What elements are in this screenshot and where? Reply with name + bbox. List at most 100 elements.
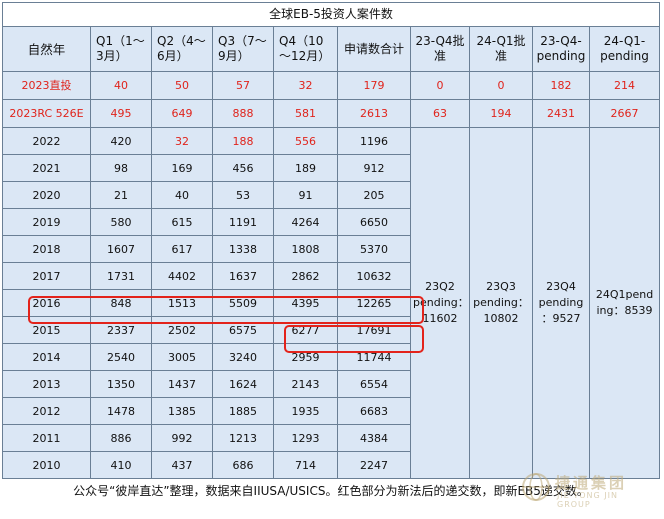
- cell-q4: 1293: [273, 424, 338, 452]
- merged-line: 11602: [422, 312, 458, 325]
- cell-q1: 1731: [90, 262, 152, 290]
- header-24q1-approved: 24-Q1批准: [469, 26, 533, 72]
- table-title: 全球EB-5投资人案件数: [1, 2, 661, 27]
- cell-q4: 1808: [273, 235, 338, 263]
- cell-q1: 410: [90, 451, 152, 479]
- row-year: 2010: [2, 451, 91, 479]
- cell-q2: 3005: [151, 343, 213, 371]
- row-year: 2016: [2, 289, 91, 317]
- table-row: 2019 580 615 1191 4264 6650: [2, 208, 660, 236]
- cell-q2: 4402: [151, 262, 213, 290]
- header-total: 申请数合计: [337, 26, 411, 72]
- table-row: 2015 2337 2502 6575 6277 17691: [2, 316, 660, 344]
- cell-q3: 3240: [212, 343, 274, 371]
- cell-q1: 21: [90, 181, 152, 209]
- cell-q3: 888: [212, 99, 274, 128]
- header-q4: Q4（10～12月）: [273, 26, 338, 72]
- cell-24q1-pending: 2667: [588, 99, 661, 128]
- cell-24q1-approved: 0: [469, 71, 533, 100]
- cell-total: 17691: [337, 316, 411, 344]
- row-label: 2023直投: [2, 71, 91, 100]
- merged-23q4-pending: 23Q4 pending ：9527: [532, 127, 590, 479]
- merged-24q1-pending: 24Q1pend ing：8539: [588, 127, 661, 479]
- table-row: 2018 1607 617 1338 1808 5370: [2, 235, 660, 263]
- row-year: 2013: [2, 370, 91, 398]
- merged-line: ：9527: [541, 312, 581, 325]
- cell-total: 6554: [337, 370, 411, 398]
- cell-23q4-approved: 63: [410, 99, 470, 128]
- table-row: 2023直投 40 50 57 32 179 0 0 182 214: [2, 71, 661, 100]
- cell-q4: 714: [273, 451, 338, 479]
- merged-line: pending: [538, 296, 584, 309]
- cell-q1: 98: [90, 154, 152, 182]
- cell-q1: 40: [90, 71, 152, 100]
- row-label: 2023RC 526E: [2, 99, 91, 128]
- merged-line: 23Q4: [546, 280, 576, 293]
- merged-line: pending：: [473, 296, 529, 309]
- row-year: 2018: [2, 235, 91, 263]
- cell-total: 205: [337, 181, 411, 209]
- cell-q3: 57: [212, 71, 274, 100]
- table-row: 2013 1350 1437 1624 2143 6554: [2, 370, 660, 398]
- row-year: 2017: [2, 262, 91, 290]
- merged-line: 23Q2: [425, 280, 455, 293]
- cell-q2: 1513: [151, 289, 213, 317]
- cell-23q4-pending: 2431: [532, 99, 590, 128]
- cell-23q4-pending: 182: [532, 71, 590, 100]
- row-year: 2012: [2, 397, 91, 425]
- cell-q2: 617: [151, 235, 213, 263]
- cell-q3: 5509: [212, 289, 274, 317]
- cell-q4: 581: [273, 99, 338, 128]
- row-year: 2014: [2, 343, 91, 371]
- cell-q1: 886: [90, 424, 152, 452]
- cell-q2: 1437: [151, 370, 213, 398]
- table-row: 2017 1731 4402 1637 2862 10632: [2, 262, 660, 290]
- eb5-data-table: 全球EB-5投资人案件数 自然年 Q1（1～3月） Q2（4～6月） Q3（7～…: [1, 2, 661, 503]
- cell-q3: 1637: [212, 262, 274, 290]
- cell-total: 912: [337, 154, 411, 182]
- cell-q4: 556: [273, 127, 338, 155]
- cell-q2: 1385: [151, 397, 213, 425]
- cell-q4: 4395: [273, 289, 338, 317]
- cell-q3: 1885: [212, 397, 274, 425]
- merged-line: 24Q1pend: [595, 288, 654, 301]
- cell-total: 6650: [337, 208, 411, 236]
- row-year: 2021: [2, 154, 91, 182]
- cell-q3: 1191: [212, 208, 274, 236]
- row-year: 2019: [2, 208, 91, 236]
- cell-q4: 2862: [273, 262, 338, 290]
- header-23q4-pending: 23-Q4-pending: [532, 26, 590, 72]
- merged-23q3-pending: 23Q3 pending： 10802: [469, 127, 533, 479]
- cell-q3: 1213: [212, 424, 274, 452]
- cell-total: 179: [337, 71, 411, 100]
- cell-q3: 1338: [212, 235, 274, 263]
- cell-q1: 420: [90, 127, 152, 155]
- header-q3: Q3（7～9月）: [212, 26, 274, 72]
- header-24q1-pending: 24-Q1-pending: [588, 26, 661, 72]
- cell-q2: 615: [151, 208, 213, 236]
- cell-q4: 2143: [273, 370, 338, 398]
- merged-line: 23Q3: [486, 280, 516, 293]
- cell-total: 6683: [337, 397, 411, 425]
- header-23q4-approved: 23-Q4批准: [410, 26, 470, 72]
- cell-total: 1196: [337, 127, 411, 155]
- cell-q1: 2540: [90, 343, 152, 371]
- row-year: 2022: [2, 127, 91, 155]
- cell-total: 11744: [337, 343, 411, 371]
- row-year: 2011: [2, 424, 91, 452]
- cell-q3: 53: [212, 181, 274, 209]
- merged-line: pending：: [413, 296, 469, 309]
- cell-q1: 495: [90, 99, 152, 128]
- header-q2: Q2（4～6月）: [151, 26, 213, 72]
- cell-q1: 580: [90, 208, 152, 236]
- row-year: 2015: [2, 316, 91, 344]
- merged-23q2-pending: 23Q2 pending： 11602: [410, 127, 470, 479]
- cell-q2: 32: [151, 127, 213, 155]
- table-row: 2022 420 32 188 556 1196 23Q2 pending： 1…: [2, 127, 661, 479]
- cell-q4: 4264: [273, 208, 338, 236]
- cell-q2: 169: [151, 154, 213, 182]
- cell-q3: 686: [212, 451, 274, 479]
- cell-q3: 188: [212, 127, 274, 155]
- merged-line: ing：8539: [596, 304, 653, 317]
